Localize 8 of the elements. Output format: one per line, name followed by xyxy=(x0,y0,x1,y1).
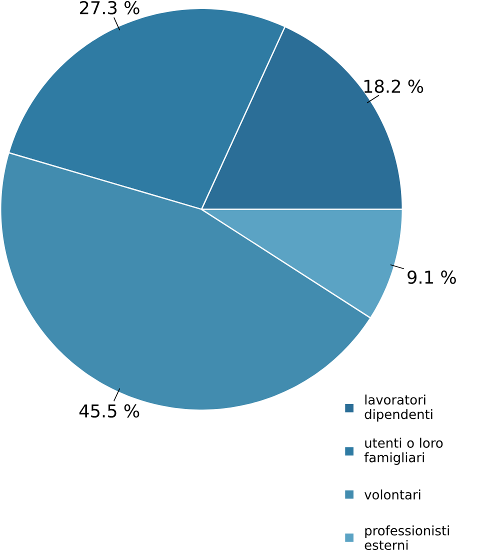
legend-label: volontari xyxy=(364,490,420,500)
data-label: 9.1 % xyxy=(408,270,456,284)
legend-label: utenti o loro famigliari xyxy=(364,438,443,465)
legend-label: professionisti esterni xyxy=(365,525,450,550)
data-label: 45.5 % xyxy=(80,404,140,418)
data-label: 27.3 % xyxy=(80,1,140,14)
legend-label: lavoratori dipendenti xyxy=(365,394,432,422)
data-label: 18.2 % xyxy=(364,80,424,93)
